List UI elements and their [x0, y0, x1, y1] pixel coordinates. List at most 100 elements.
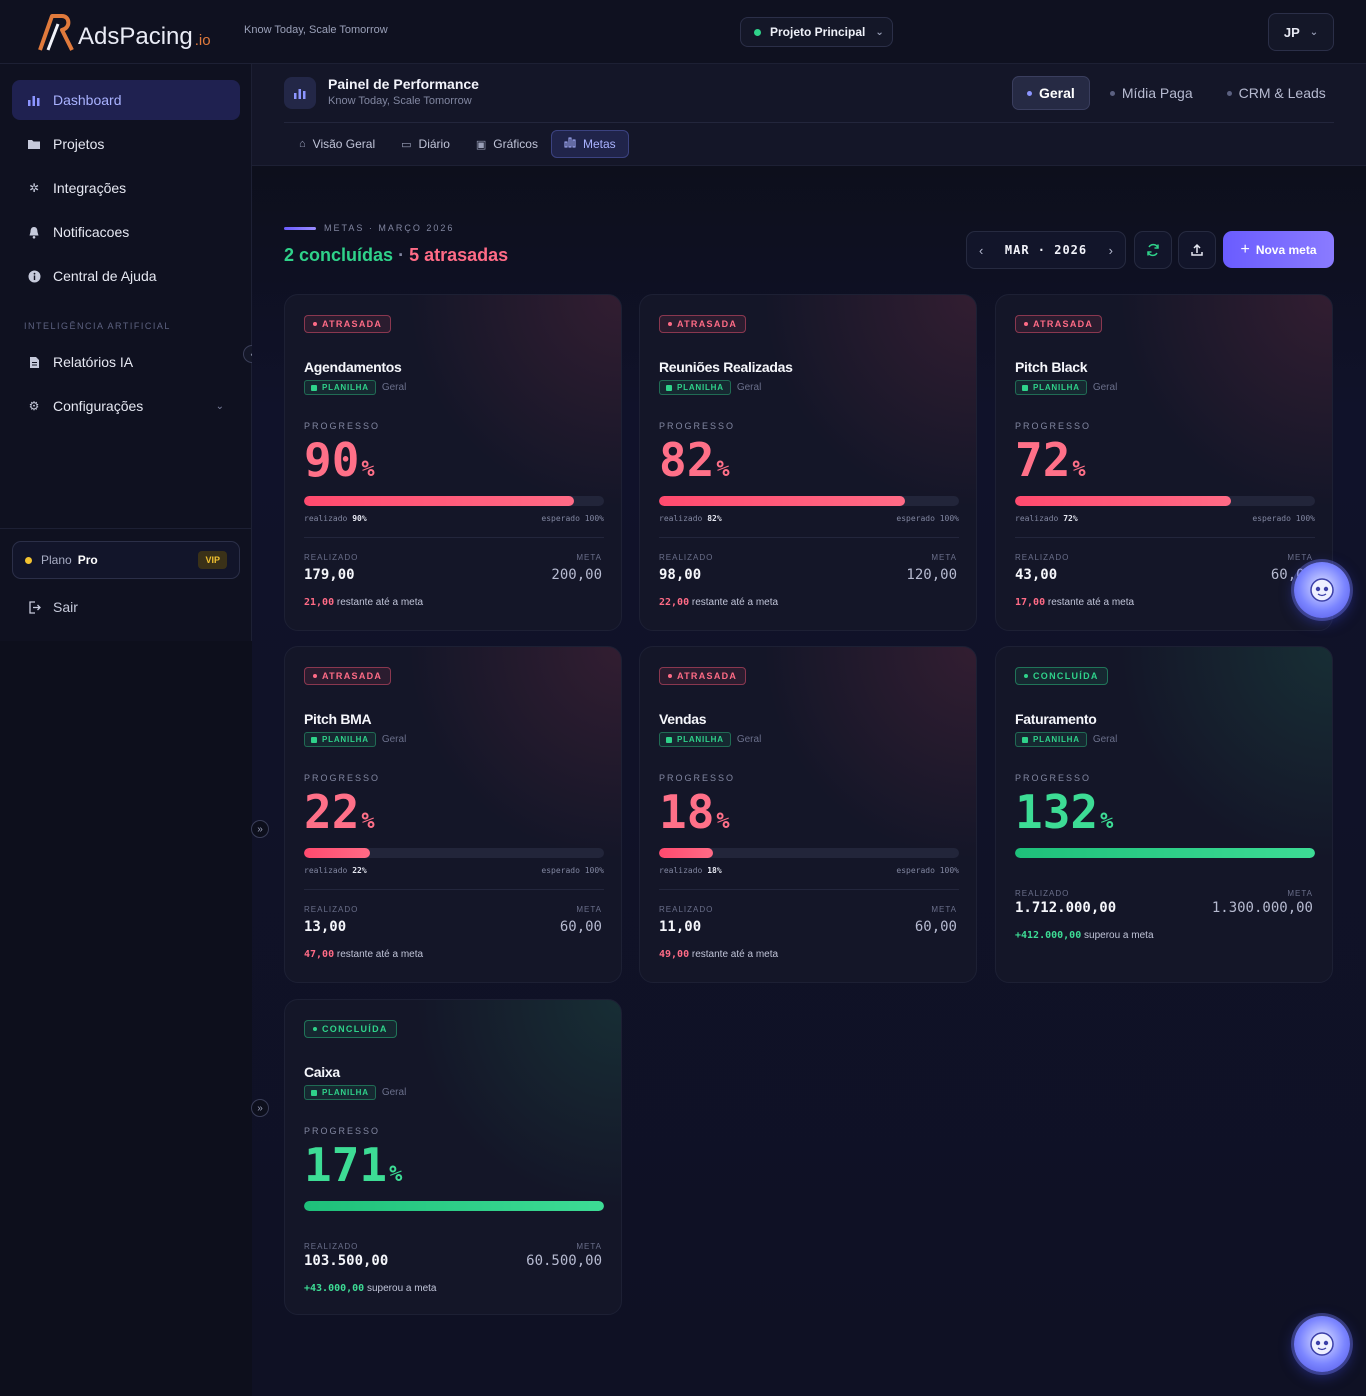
pct-sign: % — [1100, 809, 1114, 834]
sidebar-item-dashboard[interactable]: Dashboard — [12, 80, 240, 120]
plus-icon: + — [1240, 240, 1250, 258]
project-name: Projeto Principal — [770, 25, 866, 39]
status-badge: ATRASADA — [659, 667, 747, 685]
progress-bar-fill — [1015, 496, 1231, 506]
source-badge: PLANILHA — [659, 732, 731, 747]
sheet-icon — [311, 736, 317, 743]
progress-bar-fill — [1015, 848, 1315, 858]
subtab-diario[interactable]: ▭ Diário — [388, 130, 463, 158]
chevron-left-icon[interactable]: ‹ — [979, 242, 984, 258]
realized-short-label: realizado — [304, 866, 348, 875]
progress-bar — [304, 496, 604, 506]
card-divider — [304, 889, 604, 890]
sheet-icon — [666, 384, 672, 391]
progress-number: 18 — [659, 785, 715, 839]
pct-sign: % — [716, 809, 730, 834]
subtab-graficos[interactable]: ▣ Gráficos — [463, 130, 551, 158]
export-button[interactable] — [1178, 231, 1216, 269]
realized-pct: 90% — [352, 514, 367, 523]
subtab-metas[interactable]: Metas — [550, 130, 629, 158]
user-menu[interactable]: JP ⌄ — [1268, 13, 1334, 51]
logo[interactable]: AdsPacing .io — [38, 10, 211, 52]
delta-suffix: superou a meta — [367, 1283, 437, 1294]
goal-card[interactable]: ATRASADA Vendas PLANILHA Geral PROGRESSO … — [639, 646, 977, 983]
realized-label: REALIZADO — [304, 1242, 359, 1251]
tab-crm-leads[interactable]: CRM & Leads — [1213, 76, 1340, 110]
progress-bar — [659, 848, 959, 858]
tab-midia-paga[interactable]: Mídia Paga — [1096, 76, 1207, 110]
goal-card[interactable]: ATRASADA Pitch Black PLANILHA Geral PROGR… — [995, 294, 1333, 631]
chevron-right-icon[interactable]: › — [1108, 242, 1113, 258]
subtab-visao-geral[interactable]: ⌂ Visão Geral — [286, 130, 388, 158]
assistant-bot-button[interactable] — [1294, 562, 1350, 618]
realized-short-label: realizado — [659, 514, 703, 523]
goal-card[interactable]: CONCLUÍDA Caixa PLANILHA Geral PROGRESSO … — [284, 999, 622, 1315]
tab-label: CRM & Leads — [1238, 85, 1326, 101]
plan-card[interactable]: Plano Pro VIP — [12, 541, 240, 579]
tab-geral[interactable]: Geral — [1012, 76, 1090, 110]
realized-label: REALIZADO — [659, 553, 714, 562]
delta-value: 47,00 — [304, 949, 335, 960]
refresh-button[interactable] — [1134, 231, 1172, 269]
tab-dot-icon — [1226, 90, 1232, 96]
progress-bar-fill — [304, 1201, 604, 1211]
progress-label: PROGRESSO — [659, 421, 736, 431]
goal-name: Agendamentos — [304, 359, 402, 375]
status-text: ATRASADA — [677, 671, 738, 681]
bar-legend: realizado 82% esperado 100% — [659, 514, 959, 523]
status-badge: ATRASADA — [659, 315, 747, 333]
drawer-handle-button[interactable]: » — [251, 820, 269, 838]
assistant-bot-button[interactable] — [1294, 1316, 1350, 1372]
source-text: PLANILHA — [677, 383, 724, 392]
delta-suffix: restante até a meta — [336, 949, 424, 960]
progress-value: 22% — [304, 785, 375, 849]
view-tabs: Geral Mídia Paga CRM & Leads — [1012, 76, 1346, 110]
status-badge: ATRASADA — [304, 315, 392, 333]
scope-label: Geral — [381, 1087, 407, 1098]
goal-card[interactable]: ATRASADA Agendamentos PLANILHA Geral PROG… — [284, 294, 622, 631]
logo-mark-icon — [38, 12, 74, 52]
home-icon: ⌂ — [299, 138, 306, 150]
exceeded-text: +412.000,00 superou a meta — [1015, 930, 1154, 941]
sidebar-item-integracoes[interactable]: ✲ Integrações — [12, 168, 240, 208]
info-icon — [26, 270, 42, 283]
sidebar-item-central-de-ajuda[interactable]: Central de Ajuda — [12, 256, 240, 296]
goal-card[interactable]: ATRASADA Reuniões Realizadas PLANILHA Ger… — [639, 294, 977, 631]
progress-label: PROGRESSO — [1015, 773, 1092, 783]
sidebar: Dashboard Projetos ✲ Integrações Notific… — [0, 64, 261, 641]
source-text: PLANILHA — [1033, 383, 1080, 392]
sidebar-item-relatorios-ia[interactable]: Relatórios IA — [12, 342, 240, 382]
sidebar-item-notificacoes[interactable]: Notificacoes — [12, 212, 240, 252]
sidebar-item-label: Integrações — [53, 180, 127, 196]
goal-card[interactable]: CONCLUÍDA Faturamento PLANILHA Geral PROG… — [995, 646, 1333, 983]
source-badge: PLANILHA — [304, 1085, 376, 1100]
source-row: PLANILHA Geral — [659, 380, 761, 395]
page-title: Painel de Performance — [328, 76, 479, 92]
sidebar-item-configuracoes[interactable]: ⚙ Configurações ⌄ — [12, 386, 240, 426]
chevron-icon: » — [257, 1102, 263, 1114]
status-badge: ATRASADA — [1015, 315, 1103, 333]
new-goal-button[interactable]: + Nova meta — [1223, 231, 1334, 268]
realized-pct: 82% — [707, 514, 722, 523]
sidebar-item-projetos[interactable]: Projetos — [12, 124, 240, 164]
performance-icon — [284, 77, 316, 109]
sidebar-item-label: Central de Ajuda — [53, 268, 157, 284]
source-row: PLANILHA Geral — [1015, 732, 1117, 747]
sidebar-item-label: Projetos — [53, 136, 105, 152]
drawer-handle-button[interactable]: » — [251, 1099, 269, 1117]
project-selector[interactable]: Projeto Principal ⌄ — [740, 17, 893, 47]
progress-bar — [1015, 496, 1315, 506]
top-bar: AdsPacing .io Know Today, Scale Tomorrow… — [0, 0, 1366, 64]
logout-button[interactable]: Sair — [26, 599, 78, 615]
tab-dot-icon — [1027, 90, 1032, 96]
realized-value: 43,00 — [1015, 567, 1058, 583]
sidebar-item-label: Dashboard — [53, 92, 122, 108]
page-header: Painel de Performance Know Today, Scale … — [252, 64, 1366, 166]
target-value: 60,00 — [559, 919, 602, 935]
goal-card[interactable]: ATRASADA Pitch BMA PLANILHA Geral PROGRES… — [284, 646, 622, 983]
sidebar-item-label: Configurações — [53, 398, 144, 414]
goal-name: Faturamento — [1015, 711, 1097, 727]
target-value: 60,00 — [914, 919, 957, 935]
target-label: META — [576, 905, 602, 914]
chevron-down-icon: ⌄ — [215, 400, 224, 412]
